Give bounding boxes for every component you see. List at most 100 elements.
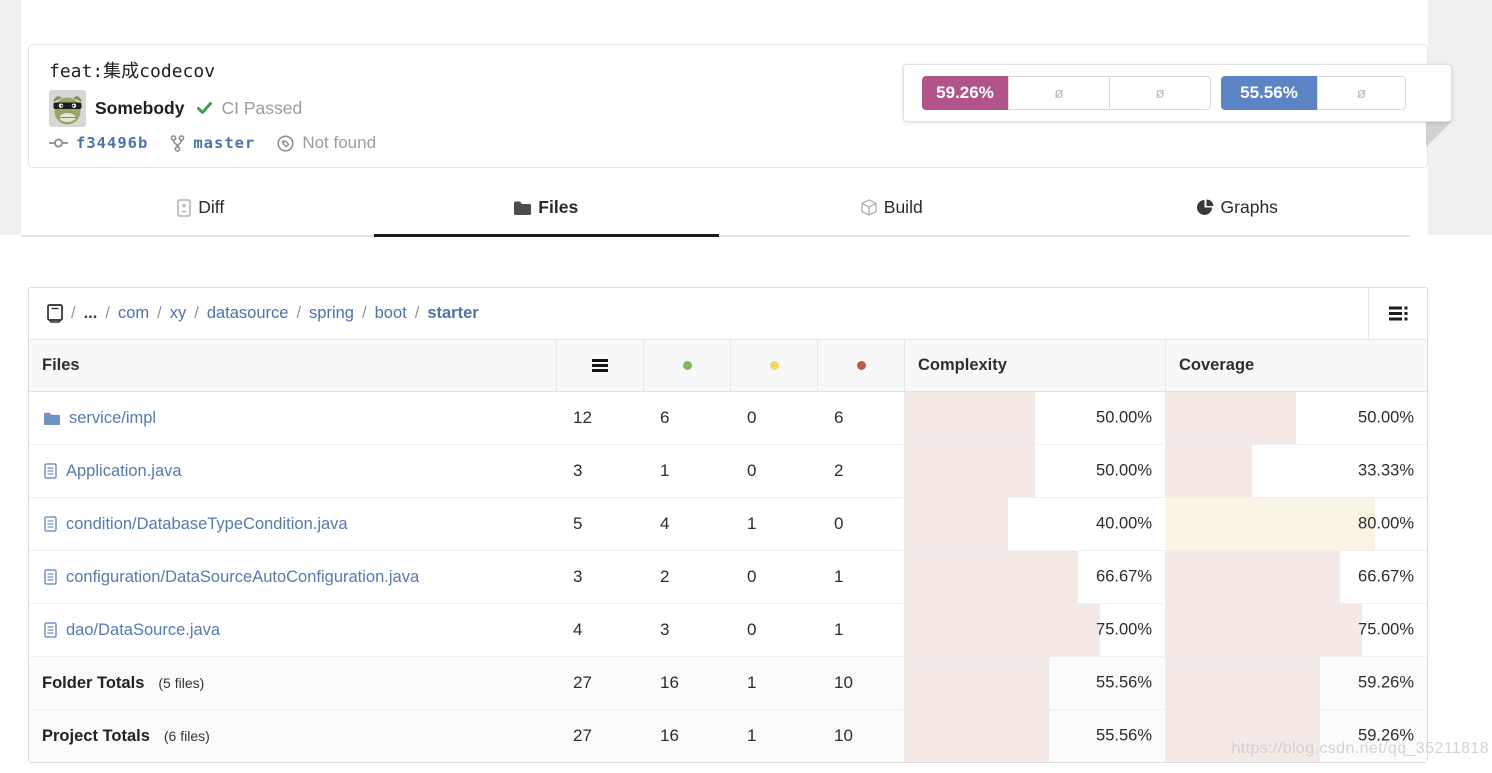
build-cube-icon [861,199,877,216]
breadcrumb-separator: / [71,304,76,322]
file-link[interactable]: service/impl [69,408,157,427]
breadcrumb-separator: / [157,304,162,322]
lines-value: 27 [573,673,592,692]
header-complexity: Complexity [904,340,1165,391]
project-totals-row: Project Totals (6 files) 27 16 1 10 55.56… [29,710,1427,762]
header-misses [817,340,904,391]
coverage-badge: 59.26% [922,76,1008,110]
totals-label: Project Totals [42,726,150,745]
hits-value: 3 [660,620,670,639]
complexity-cell: 55.56% [904,710,1165,762]
tab-files[interactable]: Files [373,180,720,237]
complexity-value: 66.67% [1096,567,1152,586]
lines-value: 27 [573,726,592,745]
branch-link[interactable]: master [193,134,256,152]
misses-value: 6 [834,408,844,427]
breadcrumb-item-boot[interactable]: boot [374,304,407,322]
commit-sha-link[interactable]: f34496b [76,134,149,152]
coverage-cell: 33.33% [1165,445,1427,497]
hits-value: 16 [660,726,679,745]
breadcrumb-item-com[interactable]: com [117,304,150,322]
misses-value: 1 [834,567,844,586]
coverage-fill-bar [1165,498,1375,550]
diff-icon [177,198,192,217]
breadcrumb-ellipsis[interactable]: ... [83,304,98,322]
partials-value: 0 [747,567,757,586]
breadcrumb-item-xy[interactable]: xy [169,304,187,322]
hits-value: 6 [660,408,670,427]
header-files: Files [42,356,80,374]
breadcrumb-separator: / [105,304,110,322]
file-link[interactable]: dao/DataSource.java [66,620,221,639]
table-body: service/impl 12 6 0 6 50.00% 50.00% Appl… [29,392,1427,762]
table-row: service/impl 12 6 0 6 50.00% 50.00% [29,392,1427,445]
commit-title: feat:集成codecov [49,61,216,82]
complexity-cell: 50.00% [904,445,1165,497]
table-options-button[interactable] [1368,288,1427,339]
coverage-cell: 75.00% [1165,604,1427,656]
branch-icon [170,134,185,152]
complexity-value: 75.00% [1096,620,1152,639]
misses-value: 2 [834,461,844,480]
header-lines [556,340,643,391]
folder-totals-row: Folder Totals (5 files) 27 16 1 10 55.56%… [29,657,1427,710]
coverage-fill-bar [1165,657,1321,709]
complexity-value: 50.00% [1096,408,1152,427]
complexity-badge-group: 55.56% ø [1221,76,1406,110]
commit-meta-row: f34496b master Not found [49,133,1407,153]
misses-dot-icon [856,361,866,370]
misses-value: 10 [834,726,853,745]
breadcrumb-separator: / [296,304,302,322]
header-partials [730,340,817,391]
misses-value: 10 [834,673,853,692]
partials-value: 1 [747,514,757,533]
complexity-fill-bar [904,710,1049,762]
tab-diff[interactable]: Diff [28,180,374,235]
coverage-cell: 50.00% [1165,392,1427,444]
complexity-value: 55.56% [1096,726,1152,745]
popover-fold-corner [1426,121,1452,147]
totals-file-count: (6 files) [163,728,210,744]
complexity-badge: 55.56% [1221,76,1317,110]
breadcrumb-item-spring[interactable]: spring [309,304,354,322]
hits-value: 4 [660,514,670,533]
table-header-row: Files Complexity Coverage [29,340,1427,392]
file-link[interactable]: configuration/DataSourceAutoConfiguratio… [66,567,420,586]
complexity-value: 50.00% [1096,461,1152,480]
commit-author-row: Somebody CI Passed [49,90,1407,127]
coverage-value: 80.00% [1358,514,1414,533]
table-row: dao/DataSource.java 4 3 0 1 75.00% 75.00… [29,604,1427,657]
misses-value: 0 [834,514,844,533]
commit-tabbar: Diff Files Build Graphs [21,180,1410,237]
header-hits [643,340,730,391]
list-settings-icon [1388,306,1407,321]
file-link[interactable]: condition/DatabaseTypeCondition.java [66,514,348,533]
complexity-fill-bar [904,657,1049,709]
coverage-fill-bar [1165,392,1296,444]
folder-icon [44,412,60,425]
complexity-fill-bar [904,551,1078,603]
complexity-value: 55.56% [1096,673,1152,692]
tab-graphs[interactable]: Graphs [1065,180,1411,235]
partials-value: 0 [747,620,757,639]
file-icon [44,569,57,585]
breadcrumb-item-starter[interactable]: starter [427,304,479,322]
file-link[interactable]: Application.java [66,461,182,480]
tab-graphs-label: Graphs [1220,197,1278,217]
file-icon [44,622,57,638]
tag-status: Not found [302,133,377,152]
breadcrumb-item-datasource[interactable]: datasource [206,304,289,322]
ci-status: CI Passed [221,98,303,118]
tab-build[interactable]: Build [719,180,1065,235]
avatar [49,90,86,127]
ci-check-icon [197,102,213,115]
header-coverage: Coverage [1165,340,1427,391]
empty-badge: ø [1109,76,1211,110]
author-name: Somebody [95,98,185,118]
tab-diff-label: Diff [198,197,225,217]
coverage-fill-bar [1165,710,1321,762]
partials-dot-icon [769,361,779,370]
coverage-badge-group: 59.26% ø ø [922,76,1211,110]
complexity-cell: 55.56% [904,657,1165,709]
partials-value: 0 [747,461,757,480]
